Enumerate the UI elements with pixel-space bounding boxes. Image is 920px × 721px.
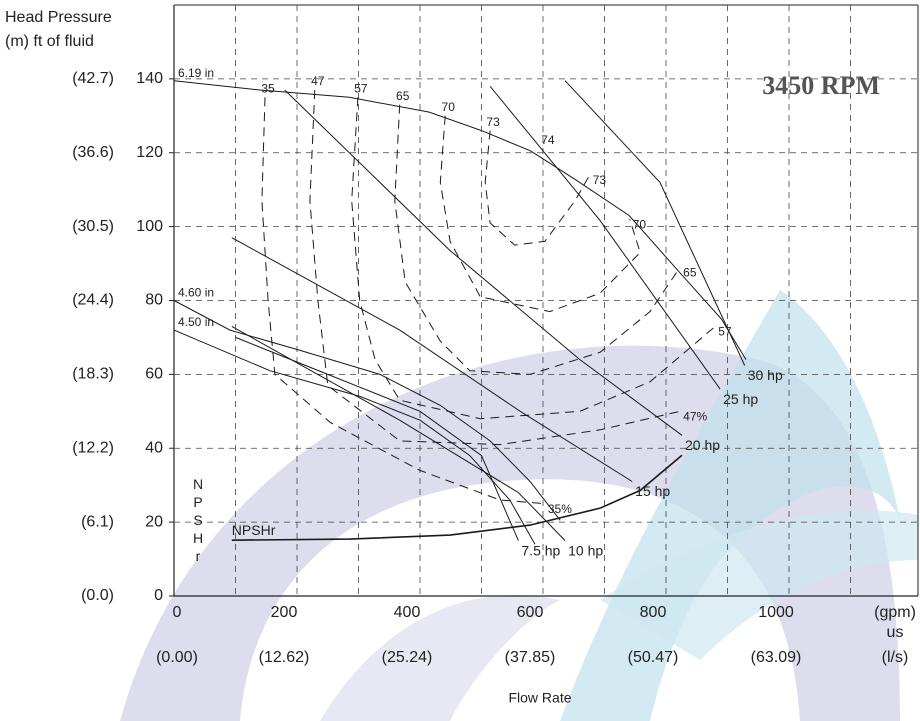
background-decoration	[120, 290, 918, 721]
efficiency-curve	[394, 104, 681, 375]
y-metric-label: (0.0)	[81, 587, 114, 604]
curve-label: 10 hp	[568, 542, 603, 558]
curve-label: 57	[354, 82, 368, 96]
curve-label: 47%	[683, 409, 707, 423]
y-metric-label: (24.4)	[72, 292, 114, 309]
curve	[564, 80, 746, 366]
curve	[231, 325, 566, 541]
x-metric-unit: (l/s)	[882, 649, 909, 666]
curve-label: 4.50 in	[178, 315, 214, 329]
curve-label: NPSHr	[232, 522, 276, 538]
x-metric-label: (12.62)	[259, 649, 310, 666]
x-tick-label: 200	[271, 604, 298, 621]
x-tick-label: 400	[394, 604, 421, 621]
x-metric-label: (63.09)	[751, 649, 802, 666]
npsh-axis-label: NPSHr	[190, 476, 206, 566]
curve-label: 73	[593, 173, 607, 187]
curve	[173, 300, 561, 521]
curve-label: 70	[442, 100, 456, 114]
curve-label: 15 hp	[635, 483, 670, 499]
y-tick-label: 20	[145, 513, 163, 530]
x-tick-label: 600	[517, 604, 544, 621]
curve-label: 70	[633, 217, 647, 231]
curve	[173, 329, 536, 545]
y-axis-label: Head Pressure	[5, 9, 112, 26]
x-metric-label: (37.85)	[505, 649, 556, 666]
y-metric-label: (6.1)	[81, 513, 114, 530]
y-tick-label: 40	[145, 439, 163, 456]
x-metric-label: (0.00)	[156, 649, 198, 666]
curve-label: 25 hp	[723, 391, 758, 407]
y-metric-label: (42.7)	[72, 70, 114, 87]
curve-label: 65	[683, 265, 697, 279]
efficiency-curve	[261, 97, 545, 505]
x-unit-sub: us	[887, 624, 904, 641]
y-tick-label: 0	[154, 587, 163, 604]
curve-label: 7.5 hp	[521, 542, 560, 558]
curve-label: 20 hp	[685, 437, 720, 453]
curve	[489, 85, 721, 390]
y-metric-label: (18.3)	[72, 366, 114, 383]
curve	[231, 237, 633, 482]
y-metric-label: (30.5)	[72, 218, 114, 235]
efficiency-curve	[484, 130, 591, 246]
y-tick-label: 80	[145, 292, 163, 309]
x-unit: (gpm)	[874, 604, 916, 621]
curve	[284, 89, 683, 436]
x-metric-label: (25.24)	[382, 649, 433, 666]
x-tick-label: 800	[640, 604, 667, 621]
curve-label: 6.19 in	[178, 66, 214, 80]
efficiency-curve	[439, 115, 641, 313]
y-tick-label: 140	[136, 70, 163, 87]
curve-label: 73	[486, 115, 500, 129]
curve-label: 74	[541, 133, 555, 147]
curve-label: 4.60 in	[178, 286, 214, 300]
curve-label: 35	[261, 82, 275, 96]
x-tick-label: 1000	[758, 604, 794, 621]
efficiency-curve	[309, 89, 681, 446]
x-metric-label: (50.47)	[628, 649, 679, 666]
curve	[231, 454, 683, 541]
y-tick-label: 120	[136, 144, 163, 161]
curve-label: 47	[311, 74, 325, 88]
y-tick-label: 100	[136, 218, 163, 235]
y-axis-label: (m) ft of fluid	[5, 33, 94, 50]
efficiency-curve	[351, 97, 716, 420]
x-tick-label: 0	[173, 604, 182, 621]
rpm-label: 3450 RPM	[762, 71, 880, 100]
curve	[235, 336, 519, 541]
y-metric-label: (36.6)	[72, 144, 114, 161]
curve-label: 35%	[548, 502, 572, 516]
y-tick-label: 60	[145, 366, 163, 383]
x-axis-label: Flow Rate	[508, 690, 571, 706]
y-metric-label: (12.2)	[72, 439, 114, 456]
curve-label: 57	[718, 325, 732, 339]
curve-label: 65	[396, 89, 410, 103]
curve	[173, 80, 747, 360]
curve-label: 30 hp	[748, 367, 783, 383]
